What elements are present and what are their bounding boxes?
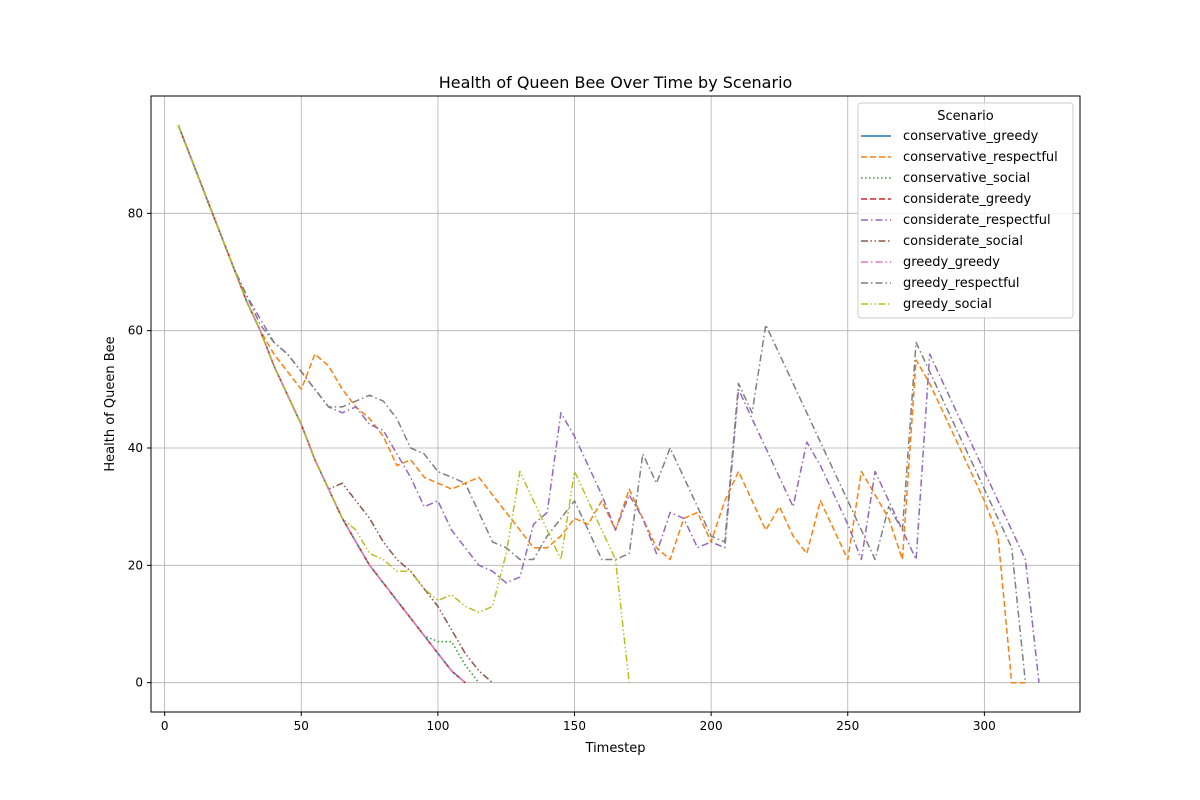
legend-box	[857, 102, 1074, 319]
legend-label-greedy-respectful: greedy_respectful	[903, 276, 1020, 291]
legend-label-conservative-respectful: conservative_respectful	[903, 150, 1058, 165]
x-tick-label: 50	[294, 719, 309, 733]
series-line-considerate-respectful	[177, 125, 1040, 683]
legend-label-considerate-social: considerate_social	[903, 234, 1023, 249]
series-line-considerate-greedy	[177, 125, 466, 684]
y-axis-title: Health of Queen Bee	[103, 336, 118, 471]
plot-frame	[150, 95, 1081, 713]
series-lines	[177, 125, 1040, 684]
legend-label-greedy-greedy: greedy_greedy	[903, 255, 1000, 270]
series-line-conservative-respectful	[177, 125, 1026, 684]
legend-label-considerate-greedy: considerate_greedy	[903, 192, 1031, 207]
legend-title: Scenario	[937, 109, 994, 124]
x-axis-ticks: 0 50 100 150 200 250 300	[161, 712, 996, 733]
series-line-greedy-social	[177, 125, 630, 683]
y-tick-label: 80	[128, 206, 143, 220]
chart-title: Health of Queen Bee Over Time by Scenari…	[439, 73, 793, 92]
legend-label-conservative-greedy: conservative_greedy	[903, 129, 1039, 144]
legend-label-considerate-respectful: considerate_respectful	[903, 213, 1051, 228]
legend-label-conservative-social: conservative_social	[903, 171, 1030, 186]
y-tick-label: 20	[128, 558, 143, 572]
y-tick-label: 60	[128, 324, 143, 338]
x-tick-label: 250	[836, 719, 859, 733]
x-axis-title: Timestep	[585, 741, 646, 756]
legend-label-greedy-social: greedy_social	[903, 297, 992, 312]
legend: Scenario conservative_greedyconservative…	[857, 102, 1074, 319]
grid	[151, 96, 1080, 712]
series-line-greedy-respectful	[177, 125, 1027, 683]
x-tick-label: 300	[973, 719, 996, 733]
y-tick-label: 40	[128, 441, 143, 455]
legend-entries: conservative_greedy conservative_respectf…	[861, 129, 1058, 312]
x-tick-label: 0	[161, 719, 169, 733]
y-tick-label: 0	[135, 676, 143, 690]
x-tick-label: 200	[700, 719, 723, 733]
y-axis-ticks: 0 20 40 60 80	[128, 206, 151, 690]
x-tick-label: 100	[426, 719, 449, 733]
x-tick-label: 150	[563, 719, 586, 733]
